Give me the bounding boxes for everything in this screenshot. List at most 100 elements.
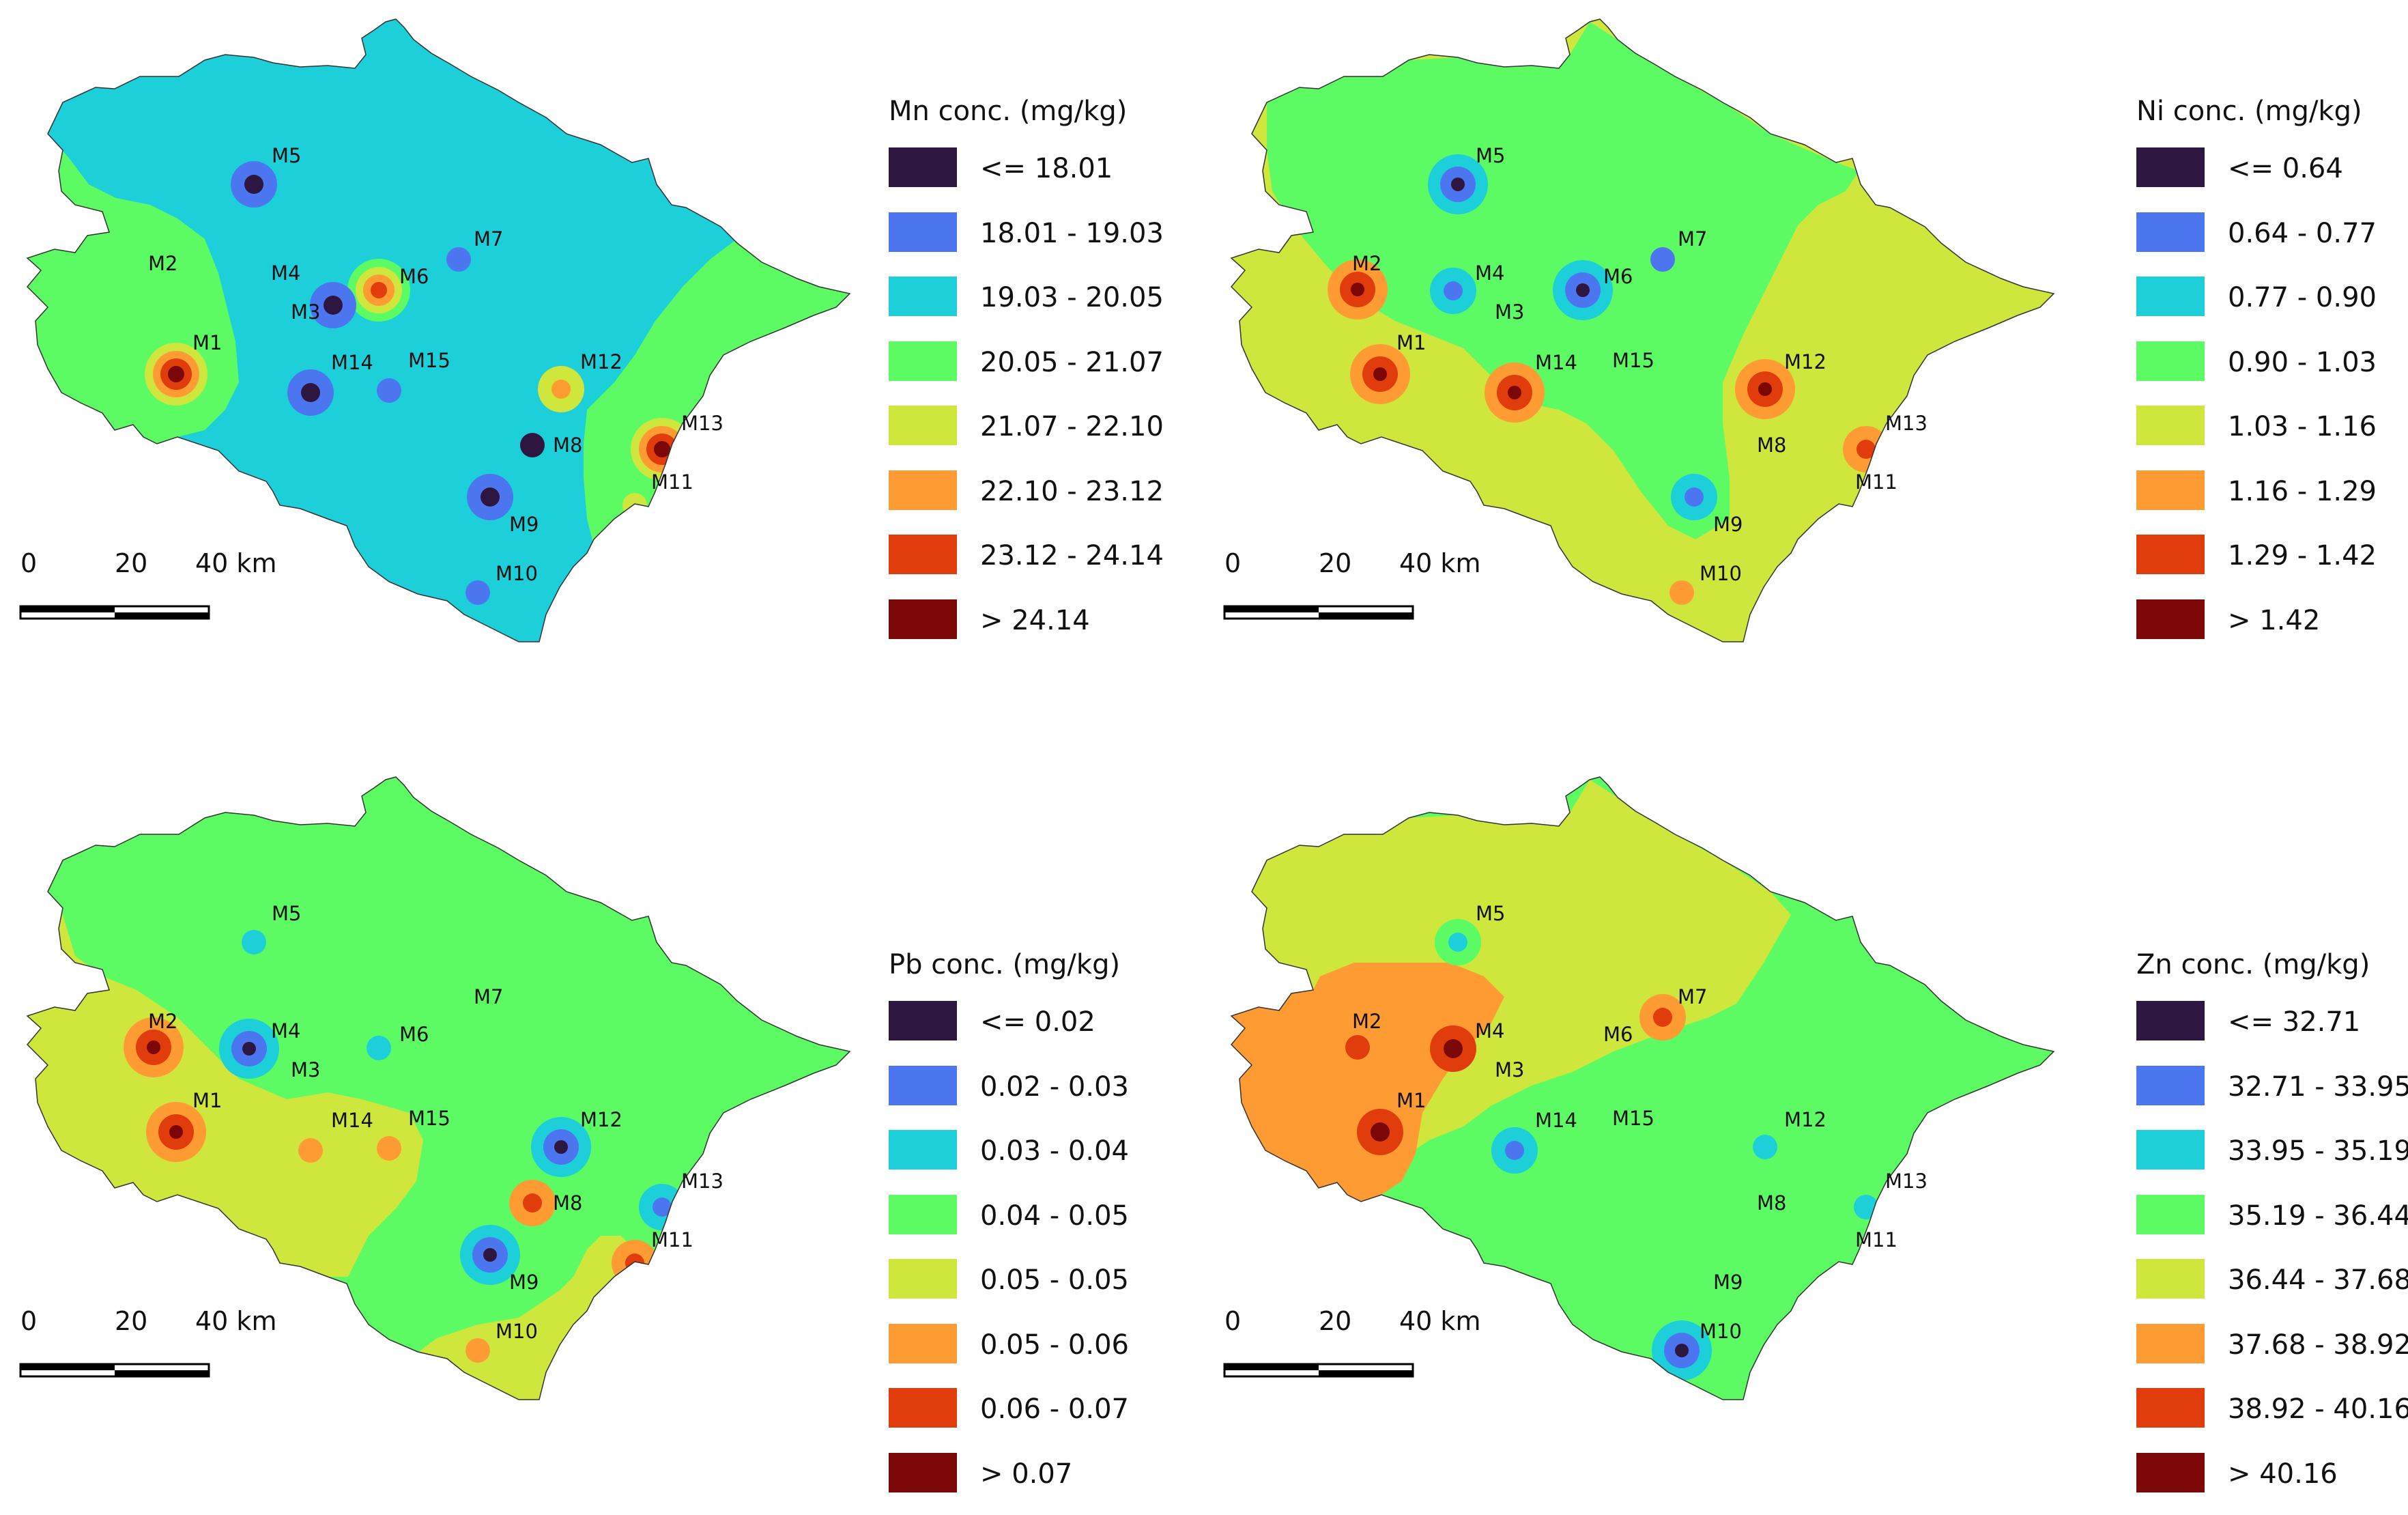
hotspot-m1	[1371, 1122, 1390, 1142]
hotspot-m1	[1373, 367, 1387, 381]
legend-label: 33.95 - 35.19	[2228, 1135, 2408, 1167]
legend-item: <= 32.71	[2136, 1001, 2408, 1042]
legend-swatch	[889, 535, 957, 574]
hotspot-m5	[1448, 933, 1467, 952]
legend-label: 38.92 - 40.16	[2228, 1393, 2408, 1425]
legend-swatch	[889, 1194, 957, 1234]
legend-label: 0.90 - 1.03	[2228, 346, 2377, 378]
site-label-m9: M9	[509, 1271, 539, 1294]
legend-swatch	[889, 470, 957, 510]
site-label-m15: M15	[1612, 1107, 1654, 1130]
hotspot-m2	[1351, 283, 1364, 296]
site-label-m7: M7	[1678, 227, 1707, 251]
legend-item: 0.03 - 0.04	[889, 1130, 1244, 1171]
hotspot-m14	[1505, 1141, 1524, 1160]
legend-label: 0.64 - 0.77	[2228, 217, 2377, 249]
hotspot-m6	[367, 1036, 391, 1060]
hotspot-m1	[169, 1125, 183, 1139]
hotspot-m7	[1653, 1008, 1672, 1027]
legend-item: 1.29 - 1.42	[2136, 535, 2408, 576]
site-label-m6: M6	[1603, 265, 1633, 288]
legend-item: 0.06 - 0.07	[889, 1388, 1244, 1429]
scale-bar-segment	[1224, 1364, 1319, 1370]
map-panel-mn: M1 M2 M3 M4 M5 M6 M7 M8 M9 M10 M11 M12 M13 M14 M15 0 20 4…	[0, 0, 1204, 757]
site-label-m11: M11	[1855, 470, 1897, 494]
hotspot-m14	[301, 383, 320, 402]
hotspot-m14	[298, 1138, 323, 1163]
legend-item: 22.10 - 23.12	[889, 470, 1244, 511]
hotspot-m7	[446, 247, 471, 272]
scale-bar-segment	[20, 606, 115, 612]
legend-label: 1.16 - 1.29	[2228, 475, 2377, 507]
legend-label: 20.05 - 21.07	[980, 346, 1164, 378]
site-label-m5: M5	[272, 144, 301, 167]
legend-label: 32.71 - 33.95	[2228, 1071, 2408, 1103]
legend-item: 37.68 - 38.92	[2136, 1323, 2408, 1365]
legend-swatch	[2136, 341, 2205, 381]
hotspot-m4	[242, 1042, 256, 1056]
hotspot-m12	[1758, 382, 1772, 396]
site-label-m8: M8	[553, 1191, 582, 1215]
legend-label: > 0.07	[980, 1458, 1073, 1490]
site-label-m1: M1	[1396, 331, 1426, 354]
legend-item: 18.01 - 19.03	[889, 212, 1244, 253]
legend-item: 1.03 - 1.16	[2136, 406, 2408, 447]
site-label-m14: M14	[331, 351, 373, 374]
legend-label: > 24.14	[980, 604, 1090, 636]
site-label-m14: M14	[1535, 351, 1577, 374]
legend-label: <= 18.01	[980, 153, 1113, 184]
site-label-m12: M12	[580, 350, 622, 373]
scale-label: 20	[115, 548, 147, 578]
legend-item: 21.07 - 22.10	[889, 406, 1244, 447]
legend-label: 1.03 - 1.16	[2228, 411, 2377, 442]
hotspot-m1	[168, 366, 184, 382]
zone-west-orange	[1231, 963, 1504, 1202]
legend-item: 0.64 - 0.77	[2136, 212, 2408, 253]
site-label-m2: M2	[1352, 1010, 1381, 1033]
legend-item: 0.77 - 0.90	[2136, 277, 2408, 317]
legend-swatch	[889, 599, 957, 639]
site-label-m10: M10	[1700, 1320, 1742, 1343]
scale-label: 0	[1224, 548, 1241, 578]
scale-bar: 0 20 40 km	[19, 548, 276, 620]
site-label-m1: M1	[192, 1089, 222, 1112]
legend-title-zn: Zn conc. (mg/kg)	[2136, 949, 2370, 980]
legend-swatch	[2136, 599, 2205, 639]
scale-label: 20	[1319, 548, 1351, 578]
hotspot-m5	[1451, 178, 1465, 191]
legend-swatch	[2136, 1065, 2205, 1105]
site-label-m15: M15	[408, 1107, 450, 1130]
legend-swatch	[889, 1065, 957, 1105]
legend-title-mn: Mn conc. (mg/kg)	[889, 96, 1128, 127]
legend-title-ni: Ni conc. (mg/kg)	[2136, 96, 2362, 127]
site-label-m10: M10	[1700, 562, 1742, 585]
site-label-m1: M1	[1396, 1089, 1426, 1112]
site-label-m13: M13	[1885, 1170, 1927, 1193]
site-label-m12: M12	[1784, 1108, 1826, 1131]
scale-bar-segment	[1319, 1370, 1413, 1376]
legend-label: 0.06 - 0.07	[980, 1393, 1129, 1425]
legend-swatch	[2136, 277, 2205, 316]
legend-swatch	[889, 1130, 957, 1170]
legend-item: 33.95 - 35.19	[2136, 1130, 2408, 1171]
site-label-m2: M2	[148, 1010, 177, 1033]
scale-bar-segment	[1224, 606, 1319, 612]
legend-item: <= 0.64	[2136, 147, 2408, 188]
legend-label: 18.01 - 19.03	[980, 217, 1164, 249]
scale-bar: 0 20 40 km	[1223, 548, 1480, 620]
legend-label: 36.44 - 37.68	[2228, 1264, 2408, 1296]
site-label-m11: M11	[651, 470, 693, 494]
scale-bar-segment	[115, 1370, 209, 1376]
state-border	[26, 18, 851, 642]
legend-swatch	[889, 1452, 957, 1492]
state-border	[1230, 18, 2055, 642]
legend-item: <= 0.02	[889, 1001, 1244, 1042]
legend-title-pb: Pb conc. (mg/kg)	[889, 949, 1121, 980]
scale-bar: 0 20 40 km	[1223, 1306, 1480, 1378]
hotspot-m12	[1753, 1135, 1777, 1159]
legend-label: <= 0.02	[980, 1006, 1095, 1038]
hotspot-m2	[147, 1040, 160, 1054]
legend-swatch	[2136, 1452, 2205, 1492]
legend-swatch	[2136, 535, 2205, 574]
legend-swatch	[2136, 406, 2205, 445]
